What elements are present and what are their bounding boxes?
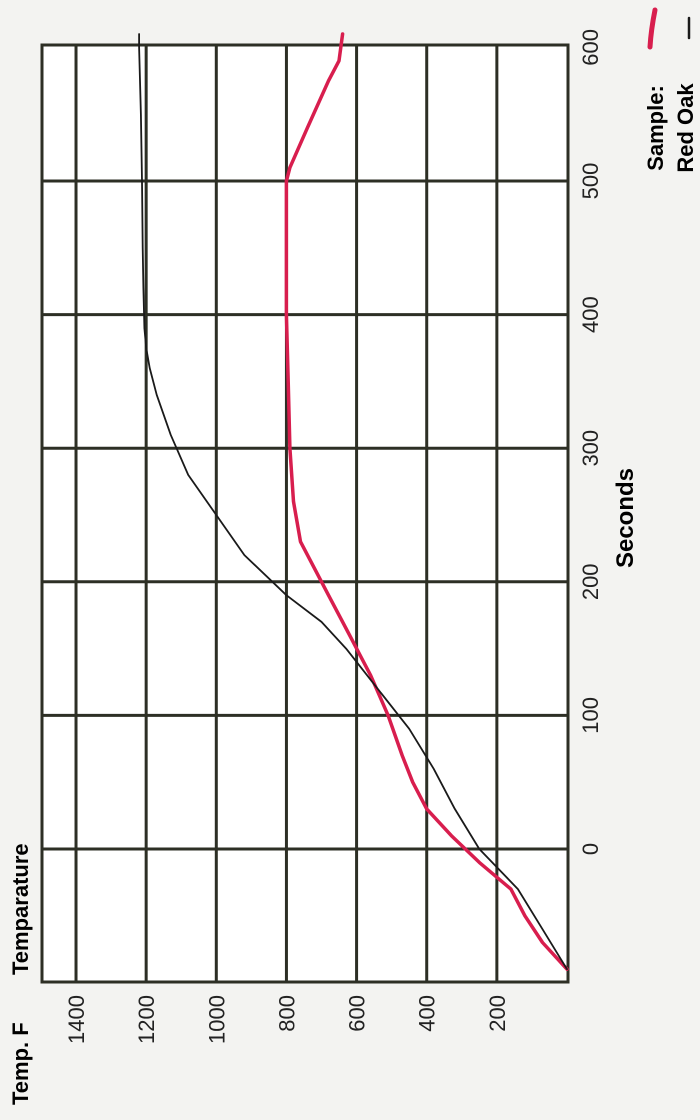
x-tick-label: 200 [578, 563, 603, 600]
plot-area [42, 45, 568, 982]
x-tick-label: 400 [578, 296, 603, 333]
x-axis-label: Seconds [612, 468, 639, 568]
y-tick-label: 400 [415, 995, 440, 1032]
x-tick-label: 300 [578, 430, 603, 467]
y-tick-label: 200 [485, 995, 510, 1032]
y-axis-unit-label: Temp. F [8, 1022, 33, 1105]
legend-red-swatch [647, 7, 658, 50]
legend: Sample: Red Oak [643, 7, 698, 173]
series-line-red-oak [284, 32, 569, 971]
legend-series-name: Red Oak [673, 83, 698, 173]
series-layer [138, 32, 569, 971]
plot-frame [40, 43, 570, 984]
y-tick-label: 1000 [204, 995, 229, 1044]
y-tick-labels: 200 400 600 800 1000 1200 1400 [64, 995, 510, 1044]
y-tick-label: 1400 [64, 995, 89, 1044]
x-tick-label: 600 [578, 29, 603, 66]
series-line-black [138, 33, 568, 971]
x-tick-label: 0 [578, 843, 603, 855]
x-tick-label: 500 [578, 163, 603, 200]
x-tick-labels: 0 100 200 300 400 500 600 [578, 29, 603, 855]
y-tick-label: 800 [274, 995, 299, 1032]
legend-title: Sample: [643, 85, 668, 171]
y-axis-label: Temparature [8, 843, 33, 975]
x-tick-label: 100 [578, 697, 603, 734]
y-tick-label: 1200 [134, 995, 159, 1044]
y-tick-label: 600 [345, 995, 370, 1032]
